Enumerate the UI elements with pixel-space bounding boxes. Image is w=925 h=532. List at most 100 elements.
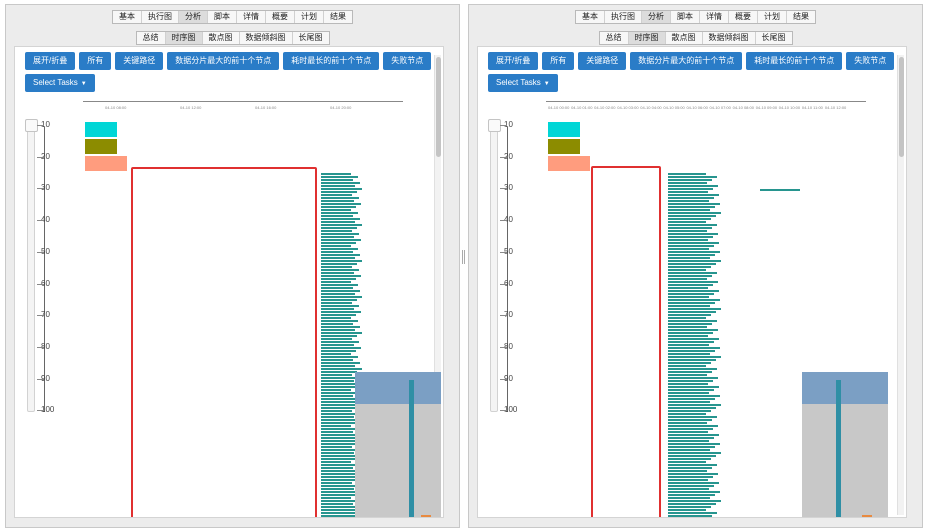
top-tab[interactable]: 脚本 [208,11,237,23]
task-bar[interactable] [321,419,361,421]
top-tab[interactable]: 执行图 [605,11,642,23]
task-bar[interactable] [321,245,351,247]
task-bar[interactable] [668,455,716,457]
task-bar[interactable] [321,281,351,283]
task-bar[interactable] [668,395,720,397]
task-bar[interactable] [668,215,716,217]
task-bar[interactable] [321,224,362,226]
task-bar[interactable] [321,221,355,223]
filter-button[interactable]: 关键路径 [578,52,627,70]
select-tasks-dropdown[interactable]: Select Tasks ▼ [25,74,95,92]
task-bar[interactable] [668,368,717,370]
task-bar[interactable] [668,443,720,445]
task-bar[interactable] [668,194,719,196]
task-bar[interactable] [668,296,709,298]
task-bar[interactable] [321,365,355,367]
top-tab[interactable]: 详情 [237,11,266,23]
task-bar[interactable] [668,386,719,388]
task-bar[interactable] [668,509,706,511]
task-bar[interactable] [321,293,355,295]
top-tab[interactable]: 基本 [576,11,605,23]
task-bar[interactable] [321,344,354,346]
task-bar[interactable] [321,200,354,202]
task-bar[interactable] [321,380,354,382]
filter-button[interactable]: 失败节点 [383,52,432,70]
task-bar[interactable] [321,452,354,454]
task-bar[interactable] [668,392,709,394]
task-bar[interactable] [668,506,711,508]
task-bar[interactable] [668,176,717,178]
task-bar[interactable] [321,194,352,196]
task-bar[interactable] [321,197,359,199]
task-bar[interactable] [668,344,709,346]
task-bar[interactable] [668,329,718,331]
task-bar[interactable] [668,326,707,328]
task-bar[interactable] [321,329,355,331]
task-bar[interactable] [321,455,361,457]
task-bar[interactable] [321,233,359,235]
task-bar[interactable] [321,215,353,217]
top-tab[interactable]: 脚本 [671,11,700,23]
task-bar[interactable] [321,179,353,181]
task-bar[interactable] [668,419,712,421]
task-bar[interactable] [668,254,715,256]
vertical-scrollbar[interactable] [434,55,441,515]
task-bar[interactable] [321,497,351,499]
task-bar[interactable] [668,404,721,406]
task-bar[interactable] [321,470,360,472]
task-bar[interactable] [321,323,353,325]
task-bar[interactable] [668,185,718,187]
select-tasks-dropdown[interactable]: Select Tasks ▼ [488,74,558,92]
top-tab[interactable]: 概要 [266,11,295,23]
task-bar[interactable] [321,422,356,424]
task-bar[interactable] [321,260,362,262]
task-bar[interactable] [668,398,715,400]
task-bar[interactable] [668,320,717,322]
task-bar[interactable] [668,476,713,478]
task-bar[interactable] [321,308,354,310]
task-bar[interactable] [668,227,712,229]
sub-tab[interactable]: 长尾图 [298,33,323,42]
top-tab[interactable]: 详情 [700,11,729,23]
task-bar[interactable] [668,482,719,484]
task-bar[interactable] [321,413,359,415]
minimap-viewport-selector[interactable] [355,372,441,404]
filter-button[interactable]: 数据分片最大的前十个节点 [630,52,743,70]
task-bar[interactable] [321,311,361,313]
sub-tab[interactable]: 散点图 [666,32,703,44]
scrollbar-thumb[interactable] [436,57,441,157]
task-bar[interactable] [668,425,718,427]
task-bar[interactable] [668,239,708,241]
task-bar[interactable] [668,305,710,307]
task-bar[interactable] [321,341,359,343]
task-bar[interactable] [321,317,351,319]
task-bar[interactable] [321,482,352,484]
task-bar[interactable] [668,308,721,310]
task-bar[interactable] [668,338,719,340]
task-bar[interactable] [668,287,708,289]
task-bar[interactable] [321,314,356,316]
filter-button[interactable]: 展开/折叠 [488,52,539,70]
sub-tab[interactable]: 时序图 [628,32,666,44]
task-bar[interactable] [668,257,710,259]
task-bar[interactable] [668,269,706,271]
task-bar[interactable] [321,287,353,289]
task-bar[interactable] [668,434,719,436]
task-bar[interactable] [321,362,360,364]
filter-button[interactable]: 耗时最长的前十个节点 [283,52,380,70]
task-bar[interactable] [321,425,351,427]
task-bar[interactable] [668,365,706,367]
task-bar[interactable] [321,206,356,208]
task-bar[interactable] [321,485,359,487]
task-bar[interactable] [321,176,358,178]
task-bar[interactable] [668,233,718,235]
task-bar[interactable] [321,503,353,505]
task-bar[interactable] [668,323,712,325]
task-bar[interactable] [321,476,362,478]
top-tab[interactable]: 结果 [793,12,809,21]
task-bar[interactable] [321,401,355,403]
task-bar[interactable] [668,416,717,418]
task-bar[interactable] [668,422,707,424]
task-bar[interactable] [321,272,354,274]
task-bar[interactable] [321,332,362,334]
